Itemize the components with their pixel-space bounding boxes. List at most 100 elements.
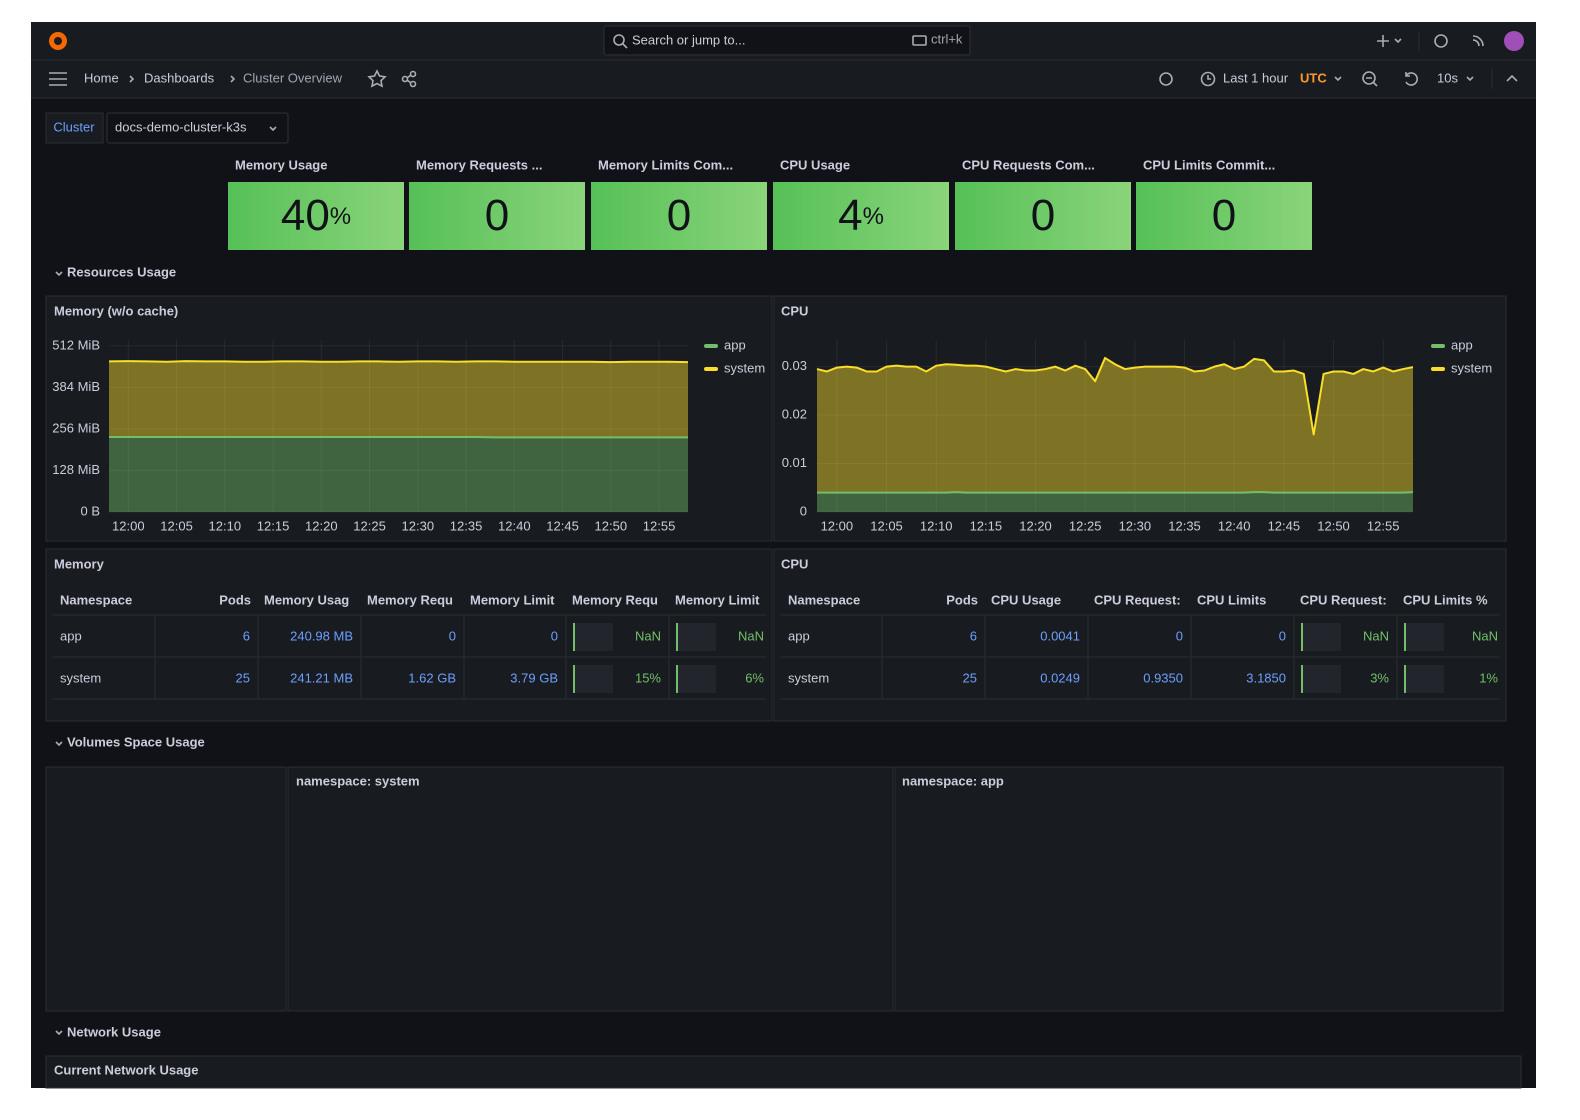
row-title[interactable]: Network Usage	[67, 1024, 161, 1039]
x-tick-label: 12:00	[821, 518, 854, 533]
table-cell: 6	[243, 628, 250, 643]
legend-label: app	[724, 337, 746, 352]
gauge-bar	[1301, 665, 1303, 693]
variable-value[interactable]: docs-demo-cluster-k3s	[115, 119, 247, 134]
table-cell: 0	[1176, 628, 1183, 643]
table-cell: 3%	[1370, 670, 1389, 685]
x-tick-label: 12:50	[595, 518, 628, 533]
grafana-logo[interactable]	[49, 32, 67, 50]
stat-value: 0	[1212, 191, 1236, 240]
table-cell: 0.0249	[1040, 670, 1080, 685]
search-box[interactable]	[603, 25, 971, 56]
table-cell: 1%	[1479, 670, 1498, 685]
legend-swatch	[704, 344, 718, 348]
add-menu[interactable]	[1377, 35, 1402, 47]
gauge-track	[1303, 623, 1341, 651]
table-cell: 0.0041	[1040, 628, 1080, 643]
x-tick-label: 12:20	[1019, 518, 1052, 533]
legend-swatch	[1431, 367, 1445, 371]
keyboard-icon	[912, 35, 927, 46]
x-tick-label: 12:45	[1268, 518, 1301, 533]
x-tick-label: 12:15	[257, 518, 290, 533]
stat-number: 0	[1031, 191, 1055, 240]
x-tick-label: 12:40	[1218, 518, 1251, 533]
avatar[interactable]	[1504, 31, 1524, 51]
table-cell: app	[788, 628, 810, 643]
star-icon[interactable]	[367, 69, 387, 88]
gauge-bar	[573, 623, 575, 651]
gauge-bar	[573, 665, 575, 693]
column-header: Namespace	[60, 592, 132, 607]
table-cell: system	[788, 670, 829, 685]
stat-value: 0	[667, 191, 691, 240]
gauge-bar	[676, 665, 678, 693]
row-title[interactable]: Resources Usage	[67, 264, 176, 279]
breadcrumb[interactable]: Dashboards	[144, 70, 215, 85]
table-cell: NaN	[1363, 628, 1389, 643]
stat-value: 0	[1031, 191, 1055, 240]
legend-label: app	[1451, 337, 1473, 352]
x-tick-label: 12:40	[498, 518, 531, 533]
news-icon[interactable]	[1472, 35, 1484, 47]
series-line	[816, 356, 1414, 436]
variable-select[interactable]	[106, 112, 289, 144]
column-header: Namespace	[788, 592, 860, 607]
row-title[interactable]: Volumes Space Usage	[67, 734, 205, 749]
search-shortcut: ctrl+k	[931, 31, 963, 46]
search-placeholder[interactable]: Search or jump to...	[632, 32, 745, 47]
table-cell: NaN	[738, 628, 764, 643]
panel-title: namespace: system	[296, 773, 420, 788]
x-tick-label: 12:25	[1069, 518, 1102, 533]
table-cell: system	[60, 670, 101, 685]
area-fill	[109, 361, 688, 438]
table-cell: 6	[970, 628, 977, 643]
gauge-track	[1406, 623, 1444, 651]
panel	[894, 766, 1504, 1012]
timezone: UTC	[1300, 70, 1327, 85]
table-cell: NaN	[1472, 628, 1498, 643]
table-cell: 241.21 MB	[290, 670, 353, 685]
share-icon[interactable]	[401, 70, 417, 88]
refresh-icon[interactable]	[1405, 72, 1418, 86]
table-cell: 240.98 MB	[290, 628, 353, 643]
x-tick-label: 12:55	[1367, 518, 1400, 533]
x-tick-label: 12:05	[160, 518, 193, 533]
stat-unit: %	[863, 203, 884, 230]
table-cell: 6%	[745, 670, 764, 685]
menu-icon[interactable]	[49, 72, 67, 86]
x-tick-label: 12:10	[920, 518, 953, 533]
panel	[287, 766, 894, 1012]
dropdown-chevrons[interactable]	[1334, 74, 1518, 82]
clock-icon	[1200, 71, 1216, 87]
stat-value: 4%	[838, 191, 884, 240]
x-tick-label: 12:45	[546, 518, 579, 533]
column-header: CPU Limits	[1197, 592, 1266, 607]
panel-title: Memory (w/o cache)	[54, 303, 178, 318]
stat-title: CPU Usage	[780, 157, 850, 172]
area-fill	[109, 437, 688, 512]
panel-title: CPU	[781, 303, 808, 318]
settings-icon[interactable]	[1159, 72, 1173, 86]
help-icon[interactable]	[1434, 34, 1448, 48]
panel	[45, 548, 773, 722]
gauge-track	[1303, 665, 1341, 693]
stat-tile	[409, 182, 585, 250]
table-cell: 0	[551, 628, 558, 643]
stat-title: CPU Limits Commit...	[1143, 157, 1275, 172]
panel	[45, 766, 287, 1012]
y-tick-label: 0.03	[782, 358, 807, 373]
panel-title: namespace: app	[902, 773, 1004, 788]
refresh-interval[interactable]: 10s	[1437, 70, 1458, 85]
column-header: Memory Requ	[572, 592, 658, 607]
y-tick-label: 128 MiB	[52, 462, 100, 477]
time-range[interactable]: Last 1 hour	[1223, 70, 1289, 85]
breadcrumb[interactable]: Home	[84, 70, 119, 85]
gauge-bar	[676, 623, 678, 651]
zoom-out-icon[interactable]	[1362, 71, 1378, 87]
gauge-bar	[1301, 623, 1303, 651]
x-tick-label: 12:10	[209, 518, 242, 533]
stat-title: Memory Usage	[235, 157, 327, 172]
row-chevrons[interactable]	[55, 271, 63, 1036]
x-tick-label: 12:50	[1317, 518, 1350, 533]
x-tick-label: 12:15	[970, 518, 1003, 533]
